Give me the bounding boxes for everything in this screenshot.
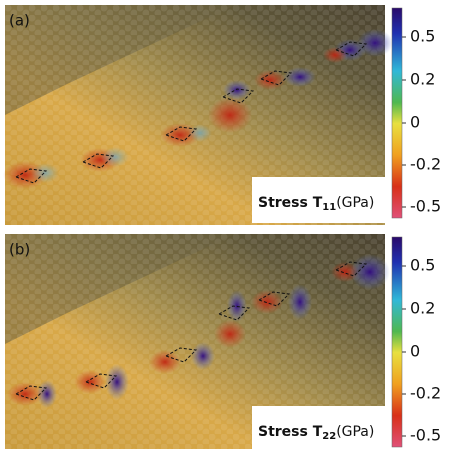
- dashed-cell: [259, 70, 293, 86]
- colorbar-title: Stress T22(GPa): [258, 424, 374, 442]
- dashed-cell: [84, 373, 118, 389]
- colorbar: [391, 236, 403, 448]
- title-part: 22: [322, 431, 336, 442]
- colorbar-tick-label: -0.2: [410, 155, 441, 174]
- dashed-cell: [164, 347, 198, 363]
- stress-blob: [31, 163, 59, 183]
- dashed-cell: [14, 168, 48, 184]
- stress-blob: [284, 67, 316, 87]
- stress-blob: [214, 320, 246, 348]
- dashed-cell: [81, 153, 115, 169]
- stress-blob: [37, 380, 57, 408]
- stress-blob: [105, 364, 129, 400]
- dashed-cell: [334, 261, 368, 277]
- colorbar-tick-label: 0: [410, 113, 420, 132]
- title-part: Stress T: [258, 195, 323, 211]
- dashed-cell: [257, 291, 291, 307]
- colorbar-tick-label: 0.2: [410, 70, 435, 89]
- stress-blob: [101, 147, 129, 167]
- colorbar-tick-label: 0.5: [410, 27, 435, 46]
- stress-blob: [74, 370, 106, 394]
- stress-blob: [323, 47, 347, 63]
- stress-blob: [357, 29, 393, 57]
- title-part: (GPa): [336, 195, 374, 211]
- stress-blob: [7, 382, 43, 406]
- stress-blob: [251, 290, 283, 314]
- title-part: Stress T: [258, 424, 323, 440]
- panel-label: (b): [9, 241, 30, 259]
- dashed-cell: [14, 385, 48, 401]
- colorbar-tick-label: -0.5: [410, 426, 441, 445]
- colorbar-tick-label: 0.2: [410, 299, 435, 318]
- colorbar-tick-label: -0.2: [410, 384, 441, 403]
- title-box: [252, 177, 387, 223]
- stress-blob: [191, 342, 215, 370]
- colorbar: [391, 7, 403, 219]
- panel-label: (a): [9, 12, 30, 30]
- colorbar-tick-label: 0.5: [410, 256, 435, 275]
- dashed-cell: [221, 88, 255, 104]
- title-part: (GPa): [336, 424, 374, 440]
- panel: (a) Stress T11(GPa) 0.5 0.2 0 -0.2 -0.5: [3, 5, 441, 225]
- title-box: [252, 406, 387, 449]
- stress-blob: [149, 350, 181, 374]
- stress-blob: [350, 254, 390, 290]
- stress-blob: [254, 70, 286, 90]
- title-part: 11: [322, 202, 336, 213]
- stress-blob: [288, 284, 312, 320]
- dashed-cell: [217, 305, 251, 321]
- dashed-cell: [334, 41, 368, 57]
- colorbar-title: Stress T11(GPa): [258, 195, 374, 213]
- colorbar-tick-label: 0: [410, 342, 420, 361]
- dashed-cell: [164, 126, 198, 142]
- colorbar-tick-label: -0.5: [410, 197, 441, 216]
- stress-blob: [223, 80, 251, 100]
- stress-blob: [188, 124, 212, 142]
- stress-blob: [208, 97, 252, 133]
- panel: (b) Stress T22(GPa) 0.5 0.2 0 -0.2 -0.5: [5, 234, 441, 449]
